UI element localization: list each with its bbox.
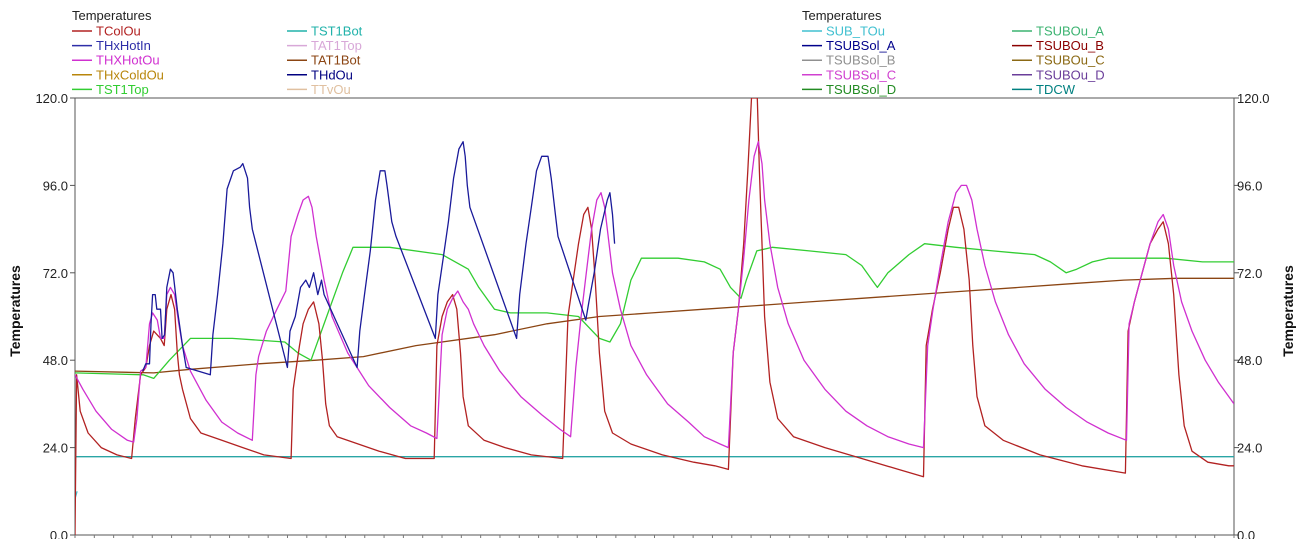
legend-label: TDCW <box>1036 82 1076 97</box>
y-tick-label-right: 120.0 <box>1237 91 1270 106</box>
legend-label: TSUBOu_D <box>1036 67 1105 82</box>
legend-label: TSUBSol_A <box>826 38 896 53</box>
legend-label: THxColdOu <box>96 67 164 82</box>
legend-label: TAT1Bot <box>311 53 361 68</box>
legend-label: TSUBOu_C <box>1036 53 1105 68</box>
legend-label: TST1Top <box>96 82 149 97</box>
legend-label: TColOu <box>96 24 141 39</box>
series-line-tst1top <box>75 243 1234 380</box>
series-line-thdou <box>142 141 616 376</box>
series-line-thxhotou <box>75 141 1234 449</box>
plot-lines <box>75 98 1234 535</box>
y-tick-label-right: 24.0 <box>1237 441 1262 456</box>
legend-title: Temperatures <box>72 8 152 23</box>
y-tick-label-left: 72.0 <box>43 266 68 281</box>
y-tick-label-right: 72.0 <box>1237 266 1262 281</box>
legend-label: TSUBSol_D <box>826 82 896 97</box>
y-axis-title-right: Temperatures <box>1280 265 1296 357</box>
y-tick-label-left: 120.0 <box>35 91 68 106</box>
y-axis-title-left: Temperatures <box>7 265 23 357</box>
axes: 0.0 0.0 24.0 24.0 48.0 48.0 72.0 72.0 96.0 96.0 12… <box>35 91 1269 539</box>
legend-label: TTvOu <box>311 82 351 97</box>
legend-label: TSUBOu_A <box>1036 24 1104 39</box>
legends: TemperaturesTColOuTHxHotInTHXHotOuTHxCol… <box>72 8 1105 97</box>
y-tick-label-right: 0.0 <box>1237 528 1255 539</box>
series-group <box>75 98 1234 535</box>
y-tick-label-right: 48.0 <box>1237 353 1262 368</box>
legend-title: Temperatures <box>802 8 882 23</box>
y-tick-label-left: 0.0 <box>50 528 68 539</box>
y-tick-label-left: 48.0 <box>43 353 68 368</box>
series-line-tcolou <box>75 98 1234 535</box>
plot-frame <box>74 97 1235 536</box>
legend-label: TSUBSol_B <box>826 53 895 68</box>
legend-label: THXHotOu <box>96 53 160 68</box>
y-tick-label-left: 96.0 <box>43 178 68 193</box>
legend-label: TST1Bot <box>311 24 363 39</box>
legend-label: THdOu <box>311 67 353 82</box>
legend-label: THxHotIn <box>96 38 151 53</box>
legend-label: TSUBSol_C <box>826 67 896 82</box>
legend-label: TAT1Top <box>311 38 362 53</box>
series-line-tat1bot <box>75 277 1234 374</box>
y-tick-label-right: 96.0 <box>1237 178 1262 193</box>
y-tick-label-left: 24.0 <box>43 441 68 456</box>
legend-label: SUB_TOu <box>826 24 885 39</box>
legend-label: TSUBOu_B <box>1036 38 1104 53</box>
